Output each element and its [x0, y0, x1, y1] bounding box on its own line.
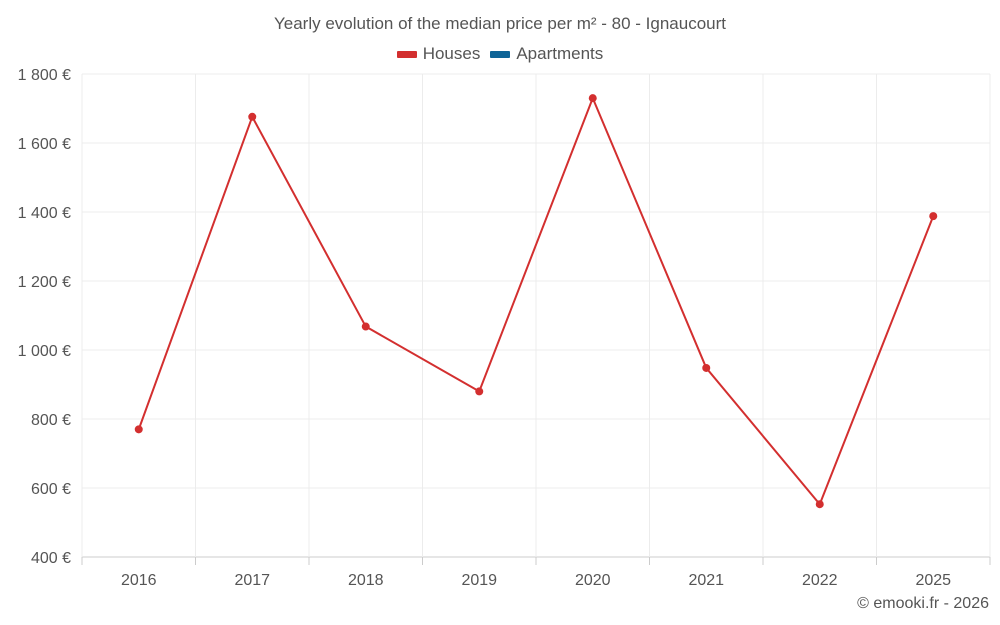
- x-tick-label: 2021: [688, 572, 724, 589]
- x-tick-label: 2022: [802, 572, 838, 589]
- x-tick-label: 2018: [348, 572, 384, 589]
- y-tick-label: 1 200 €: [18, 274, 71, 291]
- x-tick-label: 2019: [461, 572, 497, 589]
- data-point: [361, 322, 370, 331]
- y-tick-label: 600 €: [31, 481, 71, 498]
- legend-label-houses: Houses: [422, 44, 481, 63]
- data-point: [588, 94, 597, 103]
- legend-label-apartments: Apartments: [516, 44, 604, 63]
- x-tick-label: 2020: [575, 572, 611, 589]
- series-line-houses: [137, 97, 935, 506]
- data-point: [929, 212, 938, 221]
- chart-title: Yearly evolution of the median price per…: [273, 14, 726, 33]
- legend: Houses Apartments: [0, 44, 1000, 64]
- y-tick-label: 1 400 €: [18, 205, 71, 222]
- legend-item-houses[interactable]: Houses: [396, 44, 481, 64]
- x-tick-label: 2016: [121, 572, 157, 589]
- data-point: [134, 425, 143, 434]
- y-tick-label: 400 €: [31, 550, 71, 567]
- legend-swatch-houses: [396, 50, 417, 58]
- legend-item-apartments[interactable]: Apartments: [490, 44, 603, 64]
- y-tick-label: 1 800 €: [18, 67, 71, 84]
- credit-text: © emooki.fr - 2026: [857, 595, 989, 612]
- y-tick-label: 1 000 €: [18, 343, 71, 360]
- legend-swatch-apartments: [490, 50, 511, 58]
- y-tick-label: 1 600 €: [18, 136, 71, 153]
- y-tick-label: 800 €: [31, 412, 71, 429]
- x-tick-label: 2017: [234, 572, 270, 589]
- data-point: [248, 112, 257, 121]
- data-point: [475, 387, 484, 396]
- data-point: [815, 500, 824, 509]
- x-tick-label: 2025: [915, 572, 951, 589]
- data-point: [702, 363, 711, 372]
